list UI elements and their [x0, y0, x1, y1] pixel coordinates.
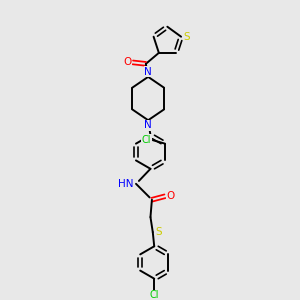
Text: N: N — [144, 120, 152, 130]
Text: S: S — [156, 227, 163, 237]
Text: S: S — [184, 32, 190, 42]
Text: HN: HN — [118, 179, 134, 189]
Text: O: O — [167, 191, 175, 201]
Text: Cl: Cl — [142, 135, 151, 145]
Text: N: N — [144, 67, 152, 77]
Text: O: O — [123, 57, 131, 68]
Text: Cl: Cl — [149, 290, 159, 300]
